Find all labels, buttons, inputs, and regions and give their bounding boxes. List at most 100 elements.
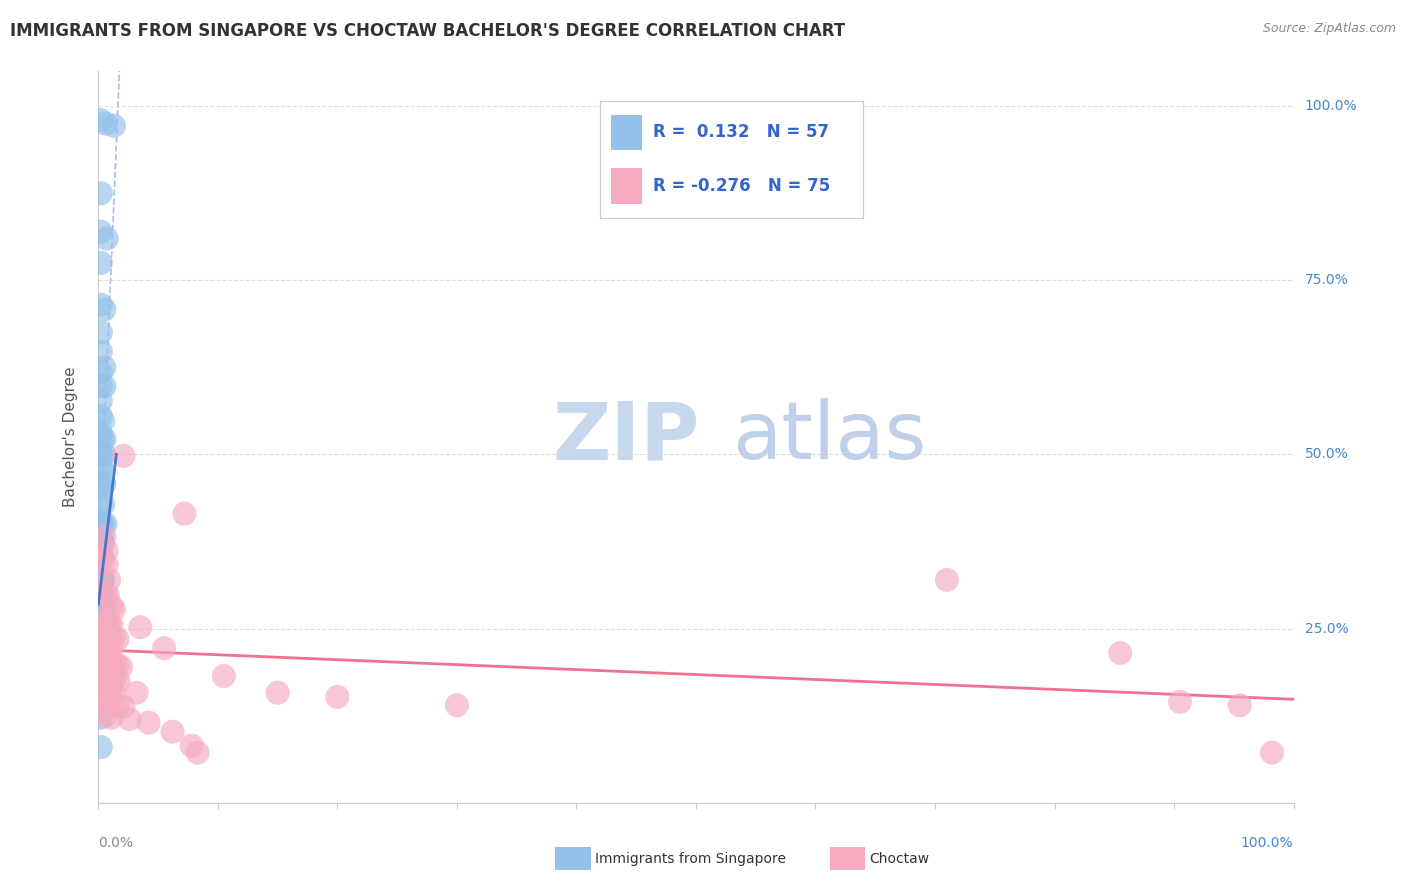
Point (90, 642, 112, 657)
Text: 100.0%: 100.0% (1241, 836, 1294, 850)
Point (91, 620, 114, 634)
Point (98, 616, 121, 631)
Point (90, 461, 112, 475)
Point (91, 533, 114, 547)
Point (96, 641, 118, 656)
Point (91, 583, 114, 598)
Point (94, 117, 117, 131)
Text: atlas: atlas (733, 398, 927, 476)
Point (100, 711, 122, 725)
Point (90, 186, 112, 201)
Point (129, 620, 152, 634)
Point (90, 740, 112, 755)
Point (90, 225, 112, 239)
Point (90, 344, 112, 359)
Point (103, 119, 125, 133)
Point (93, 667, 115, 681)
Text: 25.0%: 25.0% (1305, 622, 1348, 636)
Point (112, 699, 135, 714)
Point (107, 632, 129, 646)
Point (98, 686, 122, 700)
Point (90, 496, 112, 510)
Point (91, 414, 114, 428)
Point (91, 536, 114, 550)
Point (97, 630, 120, 644)
Point (90, 448, 112, 462)
Point (94, 517, 117, 532)
Point (90, 515, 112, 529)
Point (180, 739, 202, 753)
Point (93, 448, 115, 462)
Point (446, 698, 468, 713)
Point (91, 448, 114, 462)
Point (153, 641, 176, 656)
Point (93, 476, 115, 491)
Point (94, 708, 117, 723)
Point (1229, 698, 1251, 713)
Point (93, 379, 115, 393)
Text: Choctaw: Choctaw (869, 852, 929, 866)
Point (104, 672, 127, 686)
Point (103, 602, 125, 616)
Point (90, 657, 112, 671)
Point (93, 432, 115, 446)
Point (94, 629, 117, 643)
Point (90, 711, 112, 725)
Point (90, 599, 112, 614)
Point (91, 517, 114, 532)
Point (138, 715, 160, 730)
Point (91, 642, 114, 657)
Point (91, 498, 114, 512)
Text: 75.0%: 75.0% (1305, 273, 1348, 287)
Point (90, 113, 112, 128)
Point (91, 623, 114, 637)
Point (162, 724, 184, 739)
Y-axis label: Bachelor's Degree: Bachelor's Degree (63, 367, 77, 508)
Point (91, 600, 114, 615)
Point (98, 670, 121, 684)
Point (93, 600, 115, 615)
Point (100, 599, 122, 614)
Point (90, 585, 112, 599)
Point (1109, 646, 1132, 660)
Point (91, 573, 114, 587)
Point (96, 231, 118, 245)
Point (107, 673, 129, 688)
Point (100, 672, 122, 686)
Point (90, 256, 112, 270)
Point (118, 712, 141, 726)
Point (103, 630, 125, 644)
Point (91, 587, 114, 601)
Point (96, 543, 118, 558)
Point (93, 639, 115, 653)
Point (90, 426, 112, 441)
Point (110, 660, 132, 674)
Point (98, 698, 121, 713)
Point (94, 655, 117, 669)
Point (1168, 695, 1191, 709)
Point (935, 573, 957, 587)
Text: IMMIGRANTS FROM SINGAPORE VS CHOCTAW BACHELOR'S DEGREE CORRELATION CHART: IMMIGRANTS FROM SINGAPORE VS CHOCTAW BAC… (10, 22, 845, 40)
Text: 50.0%: 50.0% (1305, 448, 1348, 461)
Point (96, 697, 118, 711)
Point (90, 379, 112, 393)
Point (90, 475, 112, 490)
Point (1261, 746, 1284, 760)
Point (98, 642, 121, 657)
Point (96, 558, 118, 572)
Point (98, 657, 122, 671)
Point (267, 686, 290, 700)
Point (107, 657, 129, 672)
Point (91, 681, 114, 695)
Point (91, 552, 114, 566)
Point (97, 657, 120, 671)
Point (93, 302, 115, 317)
Point (94, 587, 117, 601)
Point (90, 298, 112, 312)
Point (90, 572, 112, 586)
Point (112, 449, 135, 463)
Point (97, 588, 120, 602)
Point (90, 393, 112, 408)
Point (103, 686, 125, 700)
Point (93, 360, 115, 375)
